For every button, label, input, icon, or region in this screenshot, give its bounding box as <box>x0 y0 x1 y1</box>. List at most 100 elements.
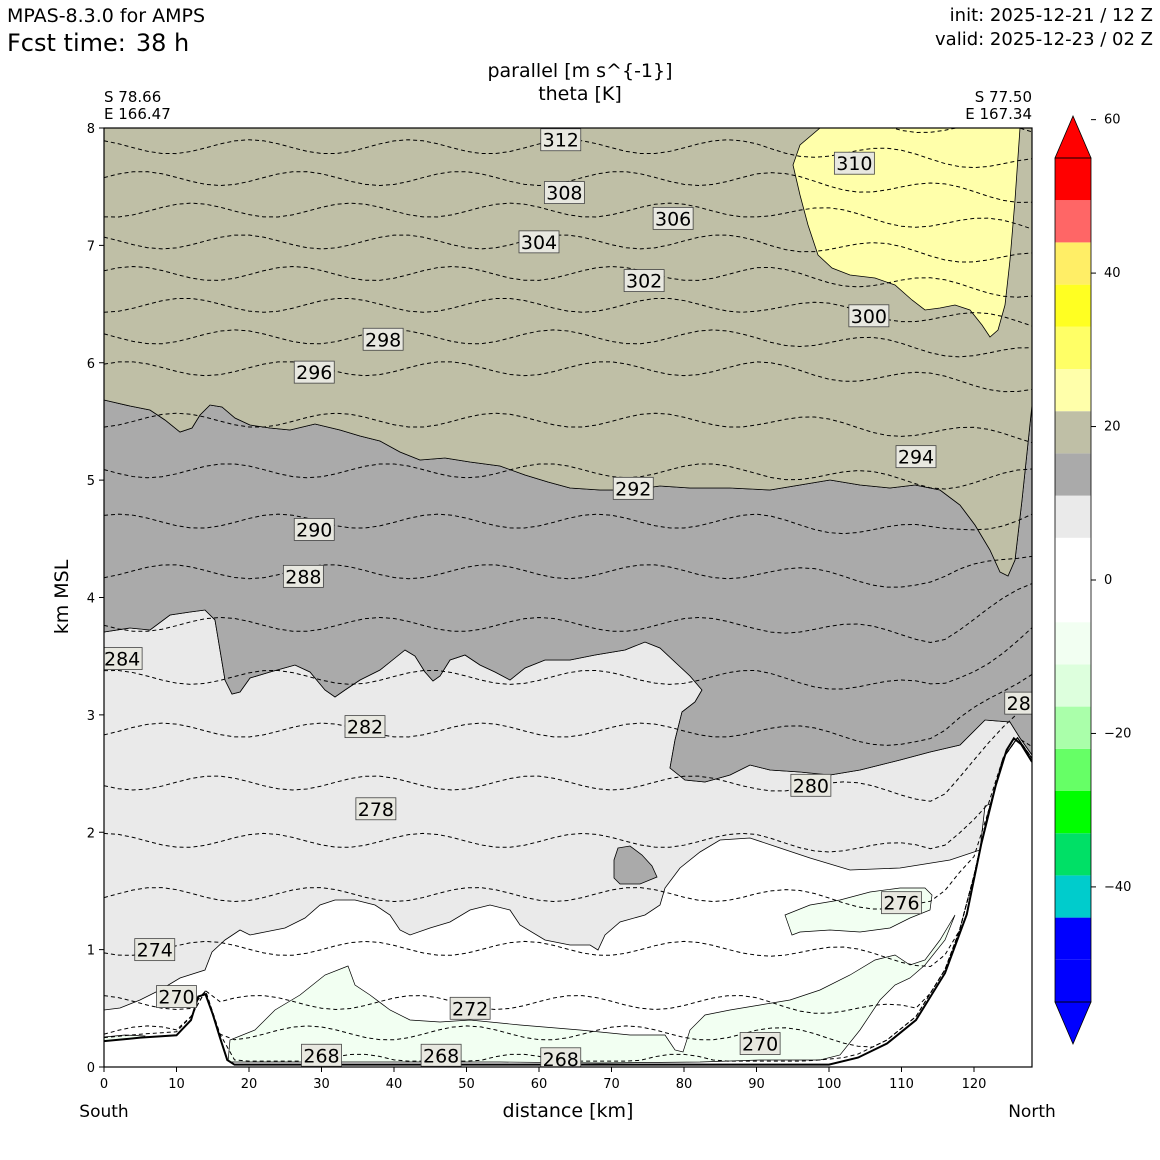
x-tick-label: 40 <box>386 1077 403 1092</box>
y-tick-label: 0 <box>87 1061 95 1076</box>
y-axis-label: km MSL <box>51 559 73 634</box>
theta-label-text: 272 <box>452 998 488 1020</box>
y-tick-label: 6 <box>87 357 95 372</box>
theta-label-box <box>652 206 694 230</box>
theta-label-box <box>134 938 176 962</box>
colorbar-bin <box>1055 411 1091 454</box>
theta-label: 310 <box>833 151 875 175</box>
y-tick-label: 1 <box>87 944 95 959</box>
theta-contour-line <box>104 736 1032 968</box>
theta-label: 290 <box>293 518 335 541</box>
theta-label-box <box>1004 691 1032 715</box>
theta-contour-line <box>104 736 1032 1048</box>
theta-label: 272 <box>449 996 491 1020</box>
theta-label: 284 <box>104 647 143 671</box>
theta-contour-line <box>104 674 1032 746</box>
theta-label-box <box>540 128 582 152</box>
theta-label-text: 304 <box>521 232 557 254</box>
theta-label-box <box>293 518 335 541</box>
colorbar-max-extend <box>1054 114 1092 159</box>
theta-contour-line <box>104 361 1032 393</box>
colorbar-tick-label: 40 <box>1104 266 1121 281</box>
init-time: init: 2025-12-21 / 12 Z <box>949 5 1153 26</box>
x-tick-label: 0 <box>100 1077 108 1092</box>
forecast-time: Fcst time: 38 h <box>7 29 189 57</box>
theta-label-text: 306 <box>655 208 691 230</box>
theta-label: 268 <box>540 1047 582 1067</box>
terrain-fill <box>104 738 1032 1067</box>
y-tick-label: 7 <box>87 239 95 254</box>
theta-label-box <box>104 647 143 670</box>
theta-contour-labels: 312 310 308 306 304 302 300 298 296 294 292 290 288 2… <box>104 128 1032 1067</box>
theta-label: 268 <box>420 1043 462 1067</box>
colorbar-min-extend <box>1054 1001 1092 1046</box>
theta-label: 280 <box>790 773 832 797</box>
right-corner-lat: S 77.50 <box>974 88 1032 106</box>
theta-contour-line <box>104 627 1032 690</box>
theta-label: 270 <box>156 985 197 1009</box>
left-corner-lat: S 78.66 <box>104 88 162 106</box>
colorbar-bin <box>1055 326 1091 369</box>
colorbar-bin <box>1055 284 1091 327</box>
theta-label-text: 288 <box>285 566 321 588</box>
colorbar-bin <box>1055 580 1091 623</box>
theta-label-text: 312 <box>543 130 579 152</box>
theta-contour-line <box>104 701 1032 802</box>
theta-label: 294 <box>895 445 937 469</box>
theta-label: 306 <box>652 206 694 230</box>
theta-label-box <box>282 564 324 588</box>
y-tick-label: 8 <box>87 122 95 137</box>
theta-label: 276 <box>881 891 922 915</box>
theta-label-text: 290 <box>296 519 332 541</box>
colorbar-bin <box>1055 453 1091 496</box>
colorbar-bin <box>1055 537 1091 580</box>
theta-contour-line <box>104 513 1032 535</box>
x-tick-label: 80 <box>676 1077 693 1092</box>
y-tick-label: 5 <box>87 474 95 489</box>
theta-label-text: 278 <box>358 799 394 821</box>
theta-label: 302 <box>623 269 665 293</box>
theta-label: 308 <box>543 181 585 205</box>
theta-contour-line <box>104 737 1032 853</box>
y-axis: 0 1 2 3 4 5 6 7 8 <box>87 122 104 1076</box>
colorbar-tick-label: −40 <box>1104 880 1131 895</box>
theta-contour-line <box>104 736 1032 910</box>
theta-label-text: 298 <box>365 329 401 351</box>
forecast-time-label: Fcst time: <box>7 29 126 57</box>
theta-label: 304 <box>518 230 560 254</box>
y-tick-label: 4 <box>87 592 95 607</box>
theta-contour-line <box>104 583 1032 644</box>
wind-region-olive <box>104 128 1032 577</box>
theta-label-box <box>790 773 832 797</box>
colorbar-bin <box>1055 875 1091 918</box>
theta-contour-line <box>104 463 1032 490</box>
x-tick-label: 120 <box>962 1077 987 1092</box>
theta-label-text: 284 <box>104 649 140 671</box>
theta-contour-line <box>104 266 1032 298</box>
south-label: South <box>79 1102 128 1122</box>
left-corner-lon: E 166.47 <box>104 105 171 123</box>
x-tick-label: 110 <box>889 1077 914 1092</box>
theta-label-text: 268 <box>303 1045 339 1067</box>
colorbar-bin <box>1055 706 1091 749</box>
theta-label-text: 276 <box>883 893 919 915</box>
colorbar-tick-label: 0 <box>1104 573 1112 588</box>
colorbar-bin <box>1055 622 1091 665</box>
x-tick-label: 70 <box>603 1077 620 1092</box>
model-title: MPAS-8.3.0 for AMPS <box>7 5 206 27</box>
colorbar-bin <box>1055 495 1091 538</box>
theta-label-box <box>362 327 404 351</box>
theta-label: 300 <box>848 304 890 328</box>
theta-label-box <box>739 1032 781 1055</box>
theta-label-box <box>895 445 937 469</box>
theta-contour-line <box>104 202 1032 230</box>
colorbar-bin <box>1055 242 1091 285</box>
theta-label-text: 300 <box>851 306 887 328</box>
theta-label: 298 <box>362 327 404 351</box>
theta-label-box <box>543 181 585 204</box>
forecast-time-value: 38 h <box>135 29 190 57</box>
theta-label-text: 270 <box>742 1034 778 1056</box>
theta-label-box <box>833 151 875 175</box>
theta-label-box <box>355 797 397 821</box>
